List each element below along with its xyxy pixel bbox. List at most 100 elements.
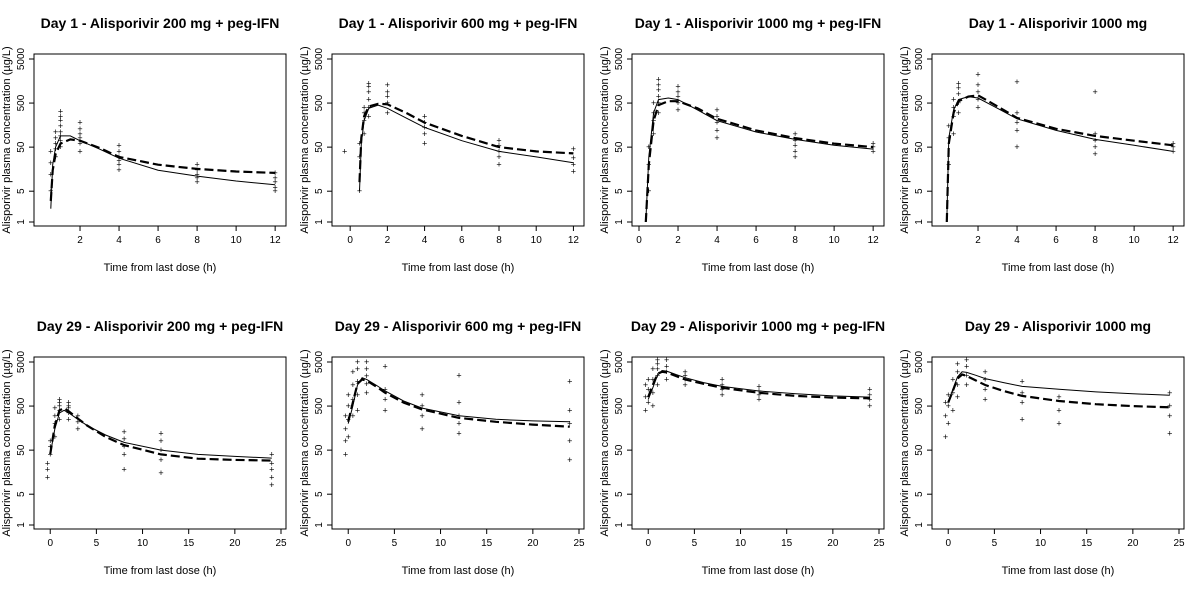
- x-tick-label: 25: [1173, 538, 1185, 549]
- x-axis-label: Time from last dose (h): [1002, 262, 1115, 274]
- data-point: +: [364, 357, 369, 367]
- data-point: +: [964, 361, 969, 371]
- solid-curve: [647, 369, 870, 400]
- data-point: +: [364, 379, 369, 389]
- y-tick-label: 5000: [614, 47, 625, 70]
- data-point: +: [1092, 129, 1097, 139]
- data-point: +: [646, 375, 651, 385]
- data-point: +: [346, 414, 351, 424]
- plot-frame: [33, 356, 287, 530]
- data-point: +: [664, 375, 669, 385]
- data-point: +: [1056, 392, 1061, 402]
- data-point: +: [383, 384, 388, 394]
- data-point: +: [683, 380, 688, 390]
- data-point: +: [45, 472, 50, 482]
- y-axis-label: Alisporivir plasma concentration (µg/L): [299, 46, 311, 233]
- y-tick-label: 5000: [914, 47, 925, 70]
- data-point: +: [792, 136, 797, 146]
- data-point: +: [366, 102, 371, 112]
- x-tick-label: 10: [137, 538, 149, 549]
- data-point: +: [719, 384, 724, 394]
- plot-frame: [931, 53, 1185, 227]
- x-tick-label: 25: [573, 538, 585, 549]
- data-point: +: [422, 139, 427, 149]
- data-point: +: [651, 129, 656, 139]
- x-tick-label: 5: [692, 538, 698, 549]
- data-point: +: [964, 355, 969, 365]
- data-point: +: [116, 160, 121, 170]
- x-tick-label: 6: [1053, 235, 1059, 246]
- data-point: +: [956, 98, 961, 108]
- y-tick-label: 5: [614, 188, 625, 194]
- data-point: +: [792, 140, 797, 150]
- data-point: +: [1092, 149, 1097, 159]
- data-point: +: [355, 377, 360, 387]
- x-tick-label: 4: [1014, 235, 1020, 246]
- data-point: +: [646, 160, 651, 170]
- x-axis-label: Time from last dose (h): [104, 262, 217, 274]
- data-point: +: [571, 153, 576, 163]
- dashed-curve: [945, 94, 1174, 223]
- data-point: +: [946, 121, 951, 131]
- y-tick-label: 500: [16, 94, 27, 111]
- data-point: +: [58, 121, 63, 131]
- panel-4: Day 1 - Alisporivir 1000 mg Time from las…: [899, 15, 1185, 274]
- data-point: +: [361, 102, 366, 112]
- data-point: +: [75, 424, 80, 434]
- data-point: +: [964, 370, 969, 380]
- plot-frame: [631, 53, 885, 227]
- y-tick-label: 5000: [16, 47, 27, 70]
- data-point: +: [383, 361, 388, 371]
- panel-2: Day 1 - Alisporivir 600 mg + peg-IFN Time…: [299, 15, 585, 274]
- x-tick-label: 20: [527, 538, 539, 549]
- x-tick-label: 8: [496, 235, 502, 246]
- data-point: +: [66, 408, 71, 418]
- data-point: +: [273, 173, 278, 183]
- panel-6: Day 29 - Alisporivir 600 mg + peg-IFN Tim…: [299, 318, 585, 577]
- panel-title: Day 29 - Alisporivir 1000 mg: [965, 318, 1151, 334]
- solid-curve: [946, 96, 1174, 223]
- data-point: +: [385, 80, 390, 90]
- x-tick-label: 12: [568, 235, 580, 246]
- x-tick-label: 20: [1127, 538, 1139, 549]
- data-point: +: [646, 142, 651, 152]
- data-point: +: [350, 395, 355, 405]
- data-point: +: [643, 405, 648, 415]
- panel-title: Day 1 - Alisporivir 600 mg + peg-IFN: [339, 15, 578, 31]
- x-tick-label: 2: [975, 235, 981, 246]
- data-point: +: [650, 401, 655, 411]
- data-point: +: [121, 434, 126, 444]
- y-tick-label: 50: [914, 141, 925, 153]
- data-point: +: [871, 139, 876, 149]
- x-tick-label: 5: [392, 538, 398, 549]
- data-point: +: [683, 367, 688, 377]
- y-axis-label: Alisporivir plasma concentration (µg/L): [599, 349, 611, 536]
- data-point: +: [158, 428, 163, 438]
- data-point: +: [719, 375, 724, 385]
- data-point: +: [1014, 108, 1019, 118]
- panel-title: Day 1 - Alisporivir 1000 mg + peg-IFN: [635, 15, 882, 31]
- data-point: +: [366, 81, 371, 91]
- data-point: +: [116, 152, 121, 162]
- y-tick-label: 1: [314, 219, 325, 225]
- data-point: +: [664, 361, 669, 371]
- panel-8: Day 29 - Alisporivir 1000 mg Time from la…: [899, 318, 1185, 577]
- data-point: +: [57, 405, 62, 415]
- data-point: +: [983, 375, 988, 385]
- data-point: +: [867, 390, 872, 400]
- data-point: +: [719, 390, 724, 400]
- data-point: +: [650, 364, 655, 374]
- panel-title: Day 29 - Alisporivir 600 mg + peg-IFN: [335, 318, 582, 334]
- x-tick-label: 12: [868, 235, 880, 246]
- data-point: +: [1167, 411, 1172, 421]
- data-point: +: [719, 380, 724, 390]
- data-point: +: [383, 395, 388, 405]
- x-tick-label: 6: [753, 235, 759, 246]
- data-point: +: [651, 108, 656, 118]
- x-tick-label: 8: [194, 235, 200, 246]
- data-point: +: [714, 118, 719, 128]
- data-point: +: [357, 139, 362, 149]
- data-point: +: [357, 152, 362, 162]
- x-tick-label: 25: [873, 538, 885, 549]
